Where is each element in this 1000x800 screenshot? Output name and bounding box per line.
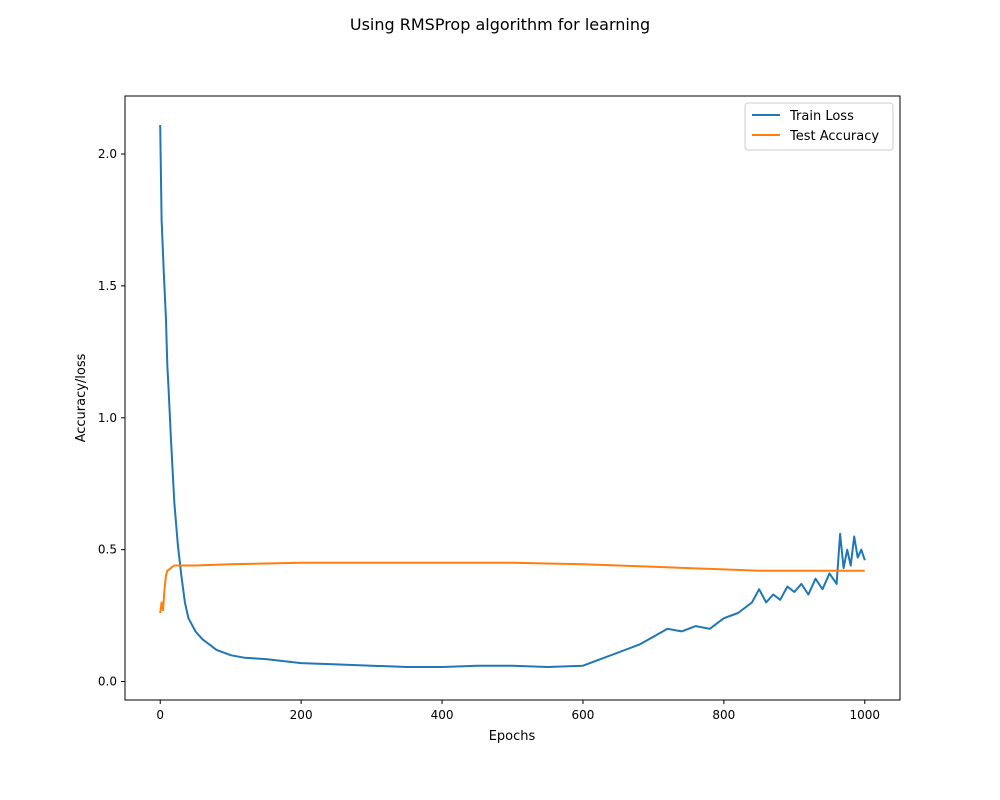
y-axis-label: Accuracy/loss (74, 353, 89, 442)
plot-frame (124, 95, 901, 701)
y-tick-label: 2.0 (98, 147, 117, 161)
plot-area (124, 95, 901, 701)
y-axis: 0.0 0.5 1.0 1.5 2.0 (98, 147, 125, 689)
x-tick-label: 400 (431, 708, 454, 722)
x-tick-label: 0 (156, 708, 164, 722)
legend-train-loss-label: Train Loss (789, 109, 854, 124)
chart-title: Using RMSProp algorithm for learning (350, 15, 650, 34)
x-tick-label: 600 (572, 708, 595, 722)
y-tick-label: 0.5 (98, 543, 117, 557)
series-line-test-accuracy (159, 561, 865, 614)
x-tick-label: 1000 (849, 708, 880, 722)
legend: Train Loss Test Accuracy (744, 102, 894, 151)
x-axis: 0 200 400 600 800 1000 (156, 700, 880, 722)
legend-frame (744, 102, 894, 151)
x-tick-label: 200 (290, 708, 313, 722)
series-line-train-loss (159, 124, 866, 668)
y-tick-label: 1.0 (98, 411, 117, 425)
y-tick-label: 1.5 (98, 279, 117, 293)
legend-test-accuracy-label: Test Accuracy (789, 129, 879, 144)
y-tick-label: 0.0 (98, 675, 117, 689)
x-tick-label: 800 (712, 708, 735, 722)
x-axis-label: Epochs (489, 729, 536, 744)
series-layer (159, 124, 866, 668)
